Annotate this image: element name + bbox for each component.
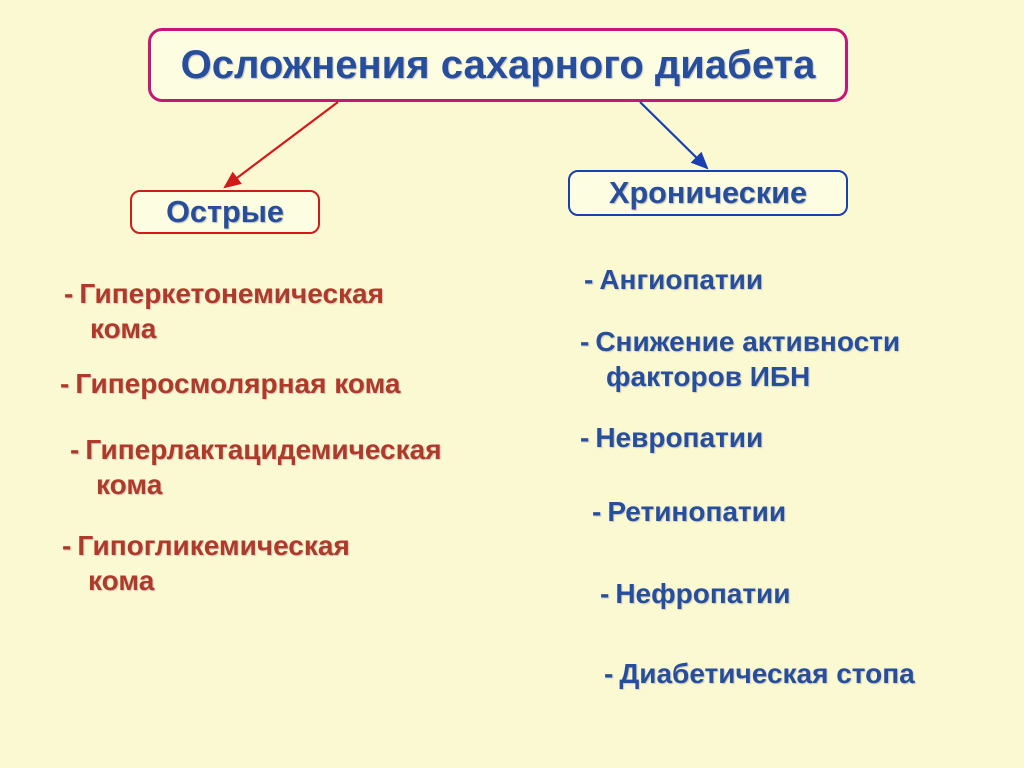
acute-item: -Гиперосмолярная кома — [60, 366, 401, 401]
acute-item: -Гиперкетонемическаякома — [64, 276, 384, 346]
chronic-item: -Ангиопатии — [584, 262, 763, 297]
chronic-item: -Ретинопатии — [592, 494, 786, 529]
acute-item: -Гиперлактацидемическаякома — [70, 432, 442, 502]
chronic-item: -Диабетическая стопа — [604, 656, 915, 691]
acute-category-box: Острые — [130, 190, 320, 234]
chronic-item: -Невропатии — [580, 420, 763, 455]
diagram-canvas: Осложнения сахарного диабета Острые Хрон… — [0, 0, 1024, 768]
acute-item: -Гипогликемическаякома — [62, 528, 350, 598]
chronic-item: -Нефропатии — [600, 576, 790, 611]
chronic-item: -Снижение активностифакторов ИБН — [580, 324, 900, 394]
chronic-category-box: Хронические — [568, 170, 848, 216]
acute-category-label: Острые — [166, 195, 284, 230]
chronic-category-label: Хронические — [609, 176, 807, 211]
